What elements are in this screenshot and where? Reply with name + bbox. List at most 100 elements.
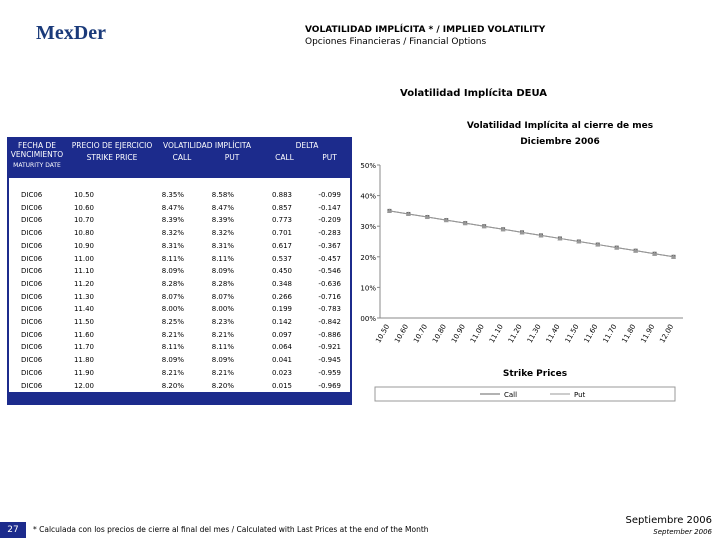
th: DELTA <box>295 141 319 150</box>
cell: -0.636 <box>318 279 341 288</box>
page-number: 27 <box>0 522 26 538</box>
cell: 11.20 <box>73 279 94 288</box>
cell: 0.883 <box>271 191 292 199</box>
logo: MexDer <box>36 22 106 44</box>
marker <box>386 208 392 213</box>
cell: 0.266 <box>271 292 292 301</box>
cell: 0.142 <box>271 318 292 326</box>
x-tick-label: 11.50 <box>564 323 581 344</box>
cell: 8.21% <box>211 330 234 339</box>
cell: 0.617 <box>271 241 292 250</box>
cell: 0.348 <box>271 279 292 288</box>
table: DIC06 10.50 8.35% 8.58% 0.883 -0.099 DIC06 10.6… <box>7 137 352 405</box>
cell: -0.945 <box>318 356 341 365</box>
cell: DIC06 <box>21 279 43 288</box>
cell: -0.283 <box>318 229 341 238</box>
footnote: * Calculada con los precios de cierre al… <box>33 525 429 534</box>
cell: 8.47% <box>161 203 184 212</box>
th: FECHA DE VENCIMIENTO <box>10 141 64 159</box>
cell: 8.21% <box>161 368 184 377</box>
cell: 8.09% <box>211 267 234 276</box>
cell: 8.11% <box>211 343 234 352</box>
x-tick-label: 10.90 <box>450 323 467 344</box>
cell: 8.11% <box>211 254 234 263</box>
marker <box>614 245 620 250</box>
cell: -0.457 <box>318 254 341 263</box>
th: PRECIO DE EJERCICIO <box>71 141 153 150</box>
x-tick-label: 12.00 <box>658 323 675 344</box>
cell: 11.00 <box>73 254 94 263</box>
cell: 8.07% <box>161 292 184 301</box>
cell: DIC06 <box>21 203 43 212</box>
marker <box>405 211 411 216</box>
cell: -0.921 <box>318 343 341 352</box>
marker <box>671 254 677 259</box>
marker <box>538 232 544 238</box>
cell: 8.20% <box>211 381 234 390</box>
legend-box <box>374 386 676 402</box>
x-tick-label: 11.80 <box>620 323 637 344</box>
cell: -0.147 <box>318 203 341 212</box>
x-tick-label: 11.90 <box>639 323 656 344</box>
cell: 8.32% <box>161 229 184 238</box>
cell: 8.07% <box>211 292 234 301</box>
cell: 11.50 <box>73 318 94 326</box>
cell: DIC06 <box>21 216 43 225</box>
cell: 0.537 <box>271 254 292 263</box>
cell: 8.00% <box>161 305 184 314</box>
cell: DIC06 <box>21 305 43 314</box>
marker <box>652 251 658 256</box>
cell: 10.60 <box>73 203 94 212</box>
cell: 8.39% <box>161 216 184 225</box>
marker <box>462 220 468 226</box>
cell: 11.60 <box>73 330 94 339</box>
x-tick-label: 10.60 <box>393 323 410 344</box>
cell: 10.70 <box>73 216 94 225</box>
date: Septiembre 2006 <box>625 515 712 526</box>
cell: DIC06 <box>21 343 43 352</box>
cell: 10.50 <box>73 191 94 199</box>
cell: 8.39% <box>211 216 234 225</box>
marker <box>443 217 449 223</box>
cell: -0.959 <box>318 368 341 377</box>
cell: 8.58% <box>211 191 234 199</box>
legend-label: Put <box>574 391 586 399</box>
cell: 8.25% <box>161 318 184 326</box>
section-title: Volatilidad Implícita DEUA <box>400 88 548 99</box>
cell: DIC06 <box>21 267 43 276</box>
th: MATURITY DATE <box>13 162 61 169</box>
th: PUT <box>322 153 337 162</box>
cell: 11.90 <box>73 368 94 377</box>
y-tick-label: 8.30% <box>360 223 376 231</box>
x-tick-label: 11.60 <box>583 323 600 344</box>
x-axis-label: Strike Prices <box>503 369 567 379</box>
cell: 8.11% <box>161 343 184 352</box>
cell: DIC06 <box>21 330 43 339</box>
x-tick-label: 10.80 <box>431 323 448 344</box>
cell: 0.857 <box>271 203 292 212</box>
x-tick-label: 10.50 <box>374 323 391 344</box>
marker <box>424 214 430 220</box>
chart-title: Volatilidad Implícita al cierre de mes <box>467 121 653 131</box>
cell: 8.28% <box>161 279 184 288</box>
cell: 0.015 <box>271 381 292 390</box>
cell: DIC06 <box>21 292 43 301</box>
cell: -0.546 <box>318 267 341 276</box>
x-tick-label: 11.20 <box>507 323 524 344</box>
x-tick-label: 11.00 <box>469 323 486 344</box>
cell: DIC06 <box>21 229 43 238</box>
marker <box>633 248 639 253</box>
cell: -0.367 <box>318 241 341 250</box>
y-tick-label: 8.10% <box>360 284 376 292</box>
marker <box>519 229 525 235</box>
cell: 8.31% <box>211 241 234 250</box>
date-en: September 2006 <box>653 528 712 536</box>
cell: 0.773 <box>271 216 292 225</box>
y-tick-label: 8.00% <box>360 315 376 323</box>
x-tick-label: 11.70 <box>601 323 618 344</box>
cell: DIC06 <box>21 254 43 263</box>
y-tick-label: 8.40% <box>360 193 376 201</box>
table-footer <box>7 392 352 405</box>
cell: 8.09% <box>161 356 184 365</box>
subtitle: Opciones Financieras / Financial Options <box>305 37 487 47</box>
